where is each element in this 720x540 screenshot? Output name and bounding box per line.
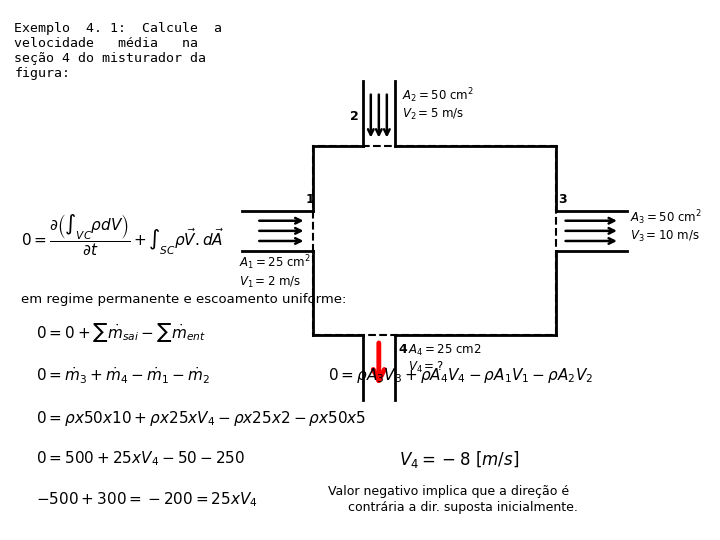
Text: $A_2 = 50$ cm$^2$
$V_2 = 5$ m/s: $A_2 = 50$ cm$^2$ $V_2 = 5$ m/s xyxy=(402,86,474,123)
Text: em regime permanente e escoamento uniforme:: em regime permanente e escoamento unifor… xyxy=(22,293,347,306)
Text: $0 = \rho A_3 V_3 + \rho A_4 V_4 - \rho A_1 V_1 - \rho A_2 V_2$: $0 = \rho A_3 V_3 + \rho A_4 V_4 - \rho … xyxy=(328,366,593,385)
Text: $A_3 = 50$ cm$^2$
$V_3 = 10$ m/s: $A_3 = 50$ cm$^2$ $V_3 = 10$ m/s xyxy=(631,208,702,244)
Text: 4: 4 xyxy=(398,343,408,356)
Bar xyxy=(313,146,556,335)
Text: $-500 + 300 = -200 = 25xV_4$: $-500 + 300 = -200 = 25xV_4$ xyxy=(35,490,258,509)
Text: Exemplo  4. 1:  Calcule  a
velocidade   média   na
seção 4 do misturador da
figu: Exemplo 4. 1: Calcule a velocidade média… xyxy=(14,22,222,79)
Text: 2: 2 xyxy=(351,110,359,123)
Text: 3: 3 xyxy=(558,193,567,206)
Text: $0 = 0 + \sum \dot{m}_{sai} - \sum \dot{m}_{ent}$: $0 = 0 + \sum \dot{m}_{sai} - \sum \dot{… xyxy=(35,321,206,343)
Text: Valor negativo implica que a direção é
     contrária a dir. suposta inicialment: Valor negativo implica que a direção é c… xyxy=(328,485,577,514)
Text: $0 = 500 + 25xV_4 - 50 - 250$: $0 = 500 + 25xV_4 - 50 - 250$ xyxy=(35,450,245,468)
Text: $A_1 = 25$ cm$^2$
$V_1 = 2$ m/s: $A_1 = 25$ cm$^2$ $V_1 = 2$ m/s xyxy=(238,254,310,290)
Text: $V_4 = -8\ [m/s]$: $V_4 = -8\ [m/s]$ xyxy=(399,449,519,469)
Text: $A_4 = 25$ cm2
$V_4 = ?$: $A_4 = 25$ cm2 $V_4 = ?$ xyxy=(408,343,481,375)
Text: $0 = \dfrac{\partial\left(\int_{VC}\rho dV\right)}{\partial t} + \int_{SC} \rho\: $0 = \dfrac{\partial\left(\int_{VC}\rho … xyxy=(22,212,225,258)
Text: $0 = \rho x50x10 + \rho x25xV_4 - \rho x25x2 - \rho x50x5$: $0 = \rho x50x10 + \rho x25xV_4 - \rho x… xyxy=(35,409,366,428)
Text: 1: 1 xyxy=(305,193,314,206)
Text: $0 = \dot{m}_3 + \dot{m}_4 - \dot{m}_1 - \dot{m}_2$: $0 = \dot{m}_3 + \dot{m}_4 - \dot{m}_1 -… xyxy=(35,365,210,386)
